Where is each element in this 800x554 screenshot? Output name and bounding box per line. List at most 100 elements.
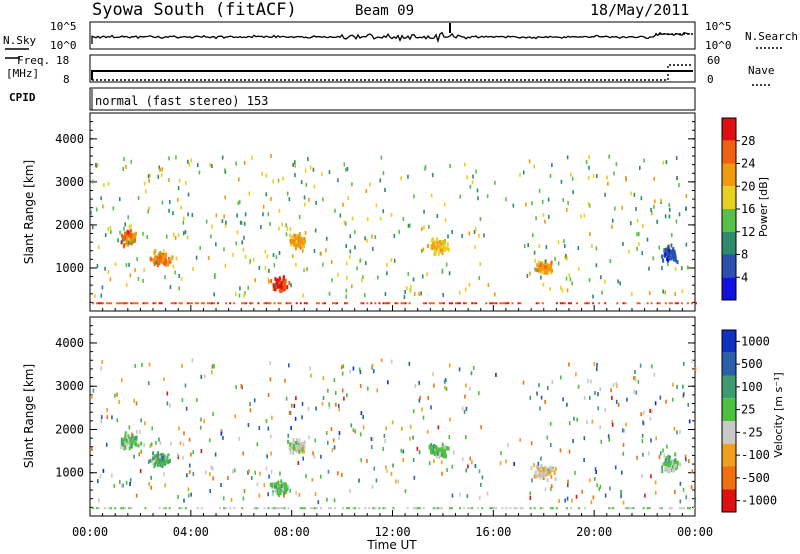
scatter-point <box>149 458 152 463</box>
scatter-point <box>211 224 213 229</box>
scatter-point <box>352 428 355 433</box>
scatter-point <box>107 181 110 186</box>
scatter-point <box>292 444 295 449</box>
scatter-point <box>232 252 234 257</box>
scatter-point <box>262 204 265 209</box>
scatter-point <box>680 266 683 271</box>
range-tick-label: 1000 <box>55 466 84 480</box>
scatter-point <box>119 479 121 484</box>
scatter-point <box>158 458 161 463</box>
scatter-point <box>654 480 657 485</box>
scatter-point <box>441 452 444 457</box>
time-tick-label: 04:00 <box>173 525 209 539</box>
scatter-point <box>682 392 685 397</box>
scatter-point <box>345 243 348 248</box>
scatter-point <box>365 188 368 193</box>
scatter-point <box>564 498 566 503</box>
scatter-point <box>528 159 531 164</box>
scatter-point <box>519 437 521 442</box>
scatter-point <box>159 251 161 256</box>
freq-right-tick-high: 60 <box>707 54 720 67</box>
scatter-point <box>418 450 421 455</box>
freq-panel-frame <box>89 54 696 83</box>
scatter-point <box>400 176 402 181</box>
scatter-point <box>653 372 656 377</box>
scatter-point <box>343 162 346 167</box>
scatter-point <box>674 252 677 257</box>
scatter-point <box>140 449 143 454</box>
scatter-point <box>294 163 296 168</box>
scatter-point <box>148 206 150 211</box>
scatter-point <box>285 223 288 228</box>
scatter-point <box>464 394 466 399</box>
scatter-point <box>183 231 185 236</box>
scatter-point <box>540 265 543 270</box>
scatter-point <box>153 455 156 460</box>
colorbar-tick-label: -1000 <box>741 494 777 508</box>
scatter-point <box>180 205 182 210</box>
scatter-point <box>333 498 336 503</box>
scatter-point <box>665 456 668 461</box>
scatter-point <box>270 279 273 284</box>
scatter-point <box>272 179 274 184</box>
scatter-point <box>539 466 542 471</box>
scatter-point <box>131 432 133 437</box>
scatter-point <box>152 460 154 465</box>
scatter-point <box>165 262 168 267</box>
scatter-point <box>236 213 238 218</box>
scatter-point <box>297 461 300 466</box>
scatter-point <box>334 391 337 396</box>
scatter-point <box>676 176 678 181</box>
scatter-point <box>162 457 165 462</box>
scatter-point <box>641 433 644 438</box>
scatter-point <box>187 212 189 217</box>
scatter-point <box>445 386 448 391</box>
scatter-point <box>599 387 602 392</box>
scatter-point <box>666 444 668 449</box>
scatter-point <box>376 388 379 393</box>
scatter-point <box>148 482 151 487</box>
scatter-point <box>214 274 216 279</box>
scatter-point <box>123 226 125 231</box>
scatter-point <box>464 162 466 167</box>
scatter-point <box>254 278 257 283</box>
scatter-point <box>251 155 253 160</box>
scatter-point <box>449 417 451 422</box>
scatter-point <box>668 207 671 212</box>
scatter-point <box>443 202 446 207</box>
scatter-point <box>530 441 533 446</box>
scatter-point <box>531 201 533 206</box>
scatter-point <box>537 461 540 466</box>
colorbar-swatch <box>722 352 736 376</box>
scatter-point <box>125 234 128 239</box>
time-tick-label: 00:00 <box>72 525 108 539</box>
scatter-point <box>672 382 674 387</box>
scatter-point <box>529 491 532 496</box>
scatter-point <box>563 244 566 249</box>
scatter-point <box>673 464 676 469</box>
scatter-point <box>248 469 250 474</box>
scatter-point <box>162 260 165 265</box>
colorbar-swatch <box>722 330 736 353</box>
scatter-point <box>547 266 550 271</box>
colorbar-swatch <box>722 398 736 421</box>
scatter-point <box>370 436 373 441</box>
scatter-point <box>658 454 661 459</box>
scatter-point <box>369 182 371 187</box>
scatter-point <box>314 438 317 443</box>
scatter-point <box>545 259 547 264</box>
velocity-y-ticks: 1000 2000 3000 4000 <box>55 325 695 508</box>
scatter-point <box>109 277 112 282</box>
scatter-point <box>651 211 653 216</box>
scatter-point <box>536 391 538 396</box>
scatter-point <box>322 376 325 381</box>
scatter-point <box>522 380 525 385</box>
scatter-point <box>430 193 433 198</box>
scatter-point <box>127 215 130 220</box>
scatter-point <box>433 459 435 464</box>
scatter-point <box>674 490 676 495</box>
scatter-point <box>124 434 127 439</box>
scatter-point <box>120 233 123 238</box>
scatter-point <box>144 421 146 426</box>
scatter-point <box>330 427 333 432</box>
